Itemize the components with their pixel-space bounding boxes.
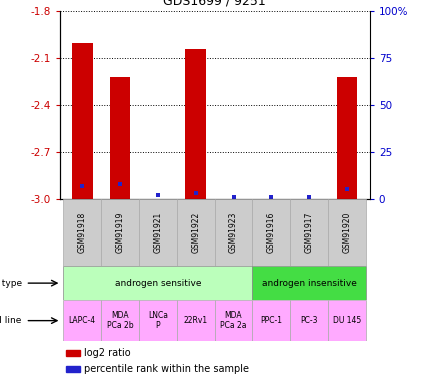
Text: log2 ratio: log2 ratio [84,348,131,358]
Bar [66,350,79,356]
Text: androgen insensitive: androgen insensitive [262,279,357,288]
Point [306,194,313,200]
Text: GSM91919: GSM91919 [116,212,125,253]
Text: LAPC-4: LAPC-4 [69,316,96,325]
Text: cell type: cell type [0,279,22,288]
Text: GSM91920: GSM91920 [343,212,351,253]
Bar [63,199,101,266]
Bar [252,300,290,341]
Bar [177,300,215,341]
Point [230,194,237,200]
Bar [101,300,139,341]
Bar [139,199,177,266]
Text: GSM91917: GSM91917 [305,212,314,253]
Text: GSM91923: GSM91923 [229,212,238,253]
Bar [110,77,130,199]
Text: GSM91922: GSM91922 [191,212,200,253]
Text: GSM91916: GSM91916 [267,212,276,253]
Text: cell line: cell line [0,316,22,325]
Bar [185,49,206,199]
Text: MDA
PCa 2b: MDA PCa 2b [107,311,133,330]
Bar [63,300,101,341]
Point [344,186,351,192]
Point [154,192,161,198]
Bar [328,199,366,266]
Text: DU 145: DU 145 [333,316,361,325]
Bar [215,300,252,341]
Bar [337,77,357,199]
Text: MDA
PCa 2a: MDA PCa 2a [220,311,247,330]
Text: PC-3: PC-3 [300,316,318,325]
Text: 22Rv1: 22Rv1 [184,316,208,325]
Point [268,194,275,200]
Bar [252,266,366,300]
Bar [63,266,252,300]
Bar [328,300,366,341]
Text: GSM91918: GSM91918 [78,212,87,253]
Point [79,183,85,189]
Bar [139,300,177,341]
Bar [72,42,93,199]
Title: GDS1699 / 9251: GDS1699 / 9251 [163,0,266,7]
Text: PPC-1: PPC-1 [261,316,282,325]
Bar [290,300,328,341]
Point [192,190,199,196]
Text: LNCa
P: LNCa P [148,311,168,330]
Text: androgen sensitive: androgen sensitive [115,279,201,288]
Text: percentile rank within the sample: percentile rank within the sample [84,364,249,374]
Bar [252,199,290,266]
Bar [101,199,139,266]
Text: GSM91921: GSM91921 [153,212,162,253]
Bar [290,199,328,266]
Bar [215,199,252,266]
Bar [66,366,79,372]
Point [116,181,123,187]
Bar [177,199,215,266]
